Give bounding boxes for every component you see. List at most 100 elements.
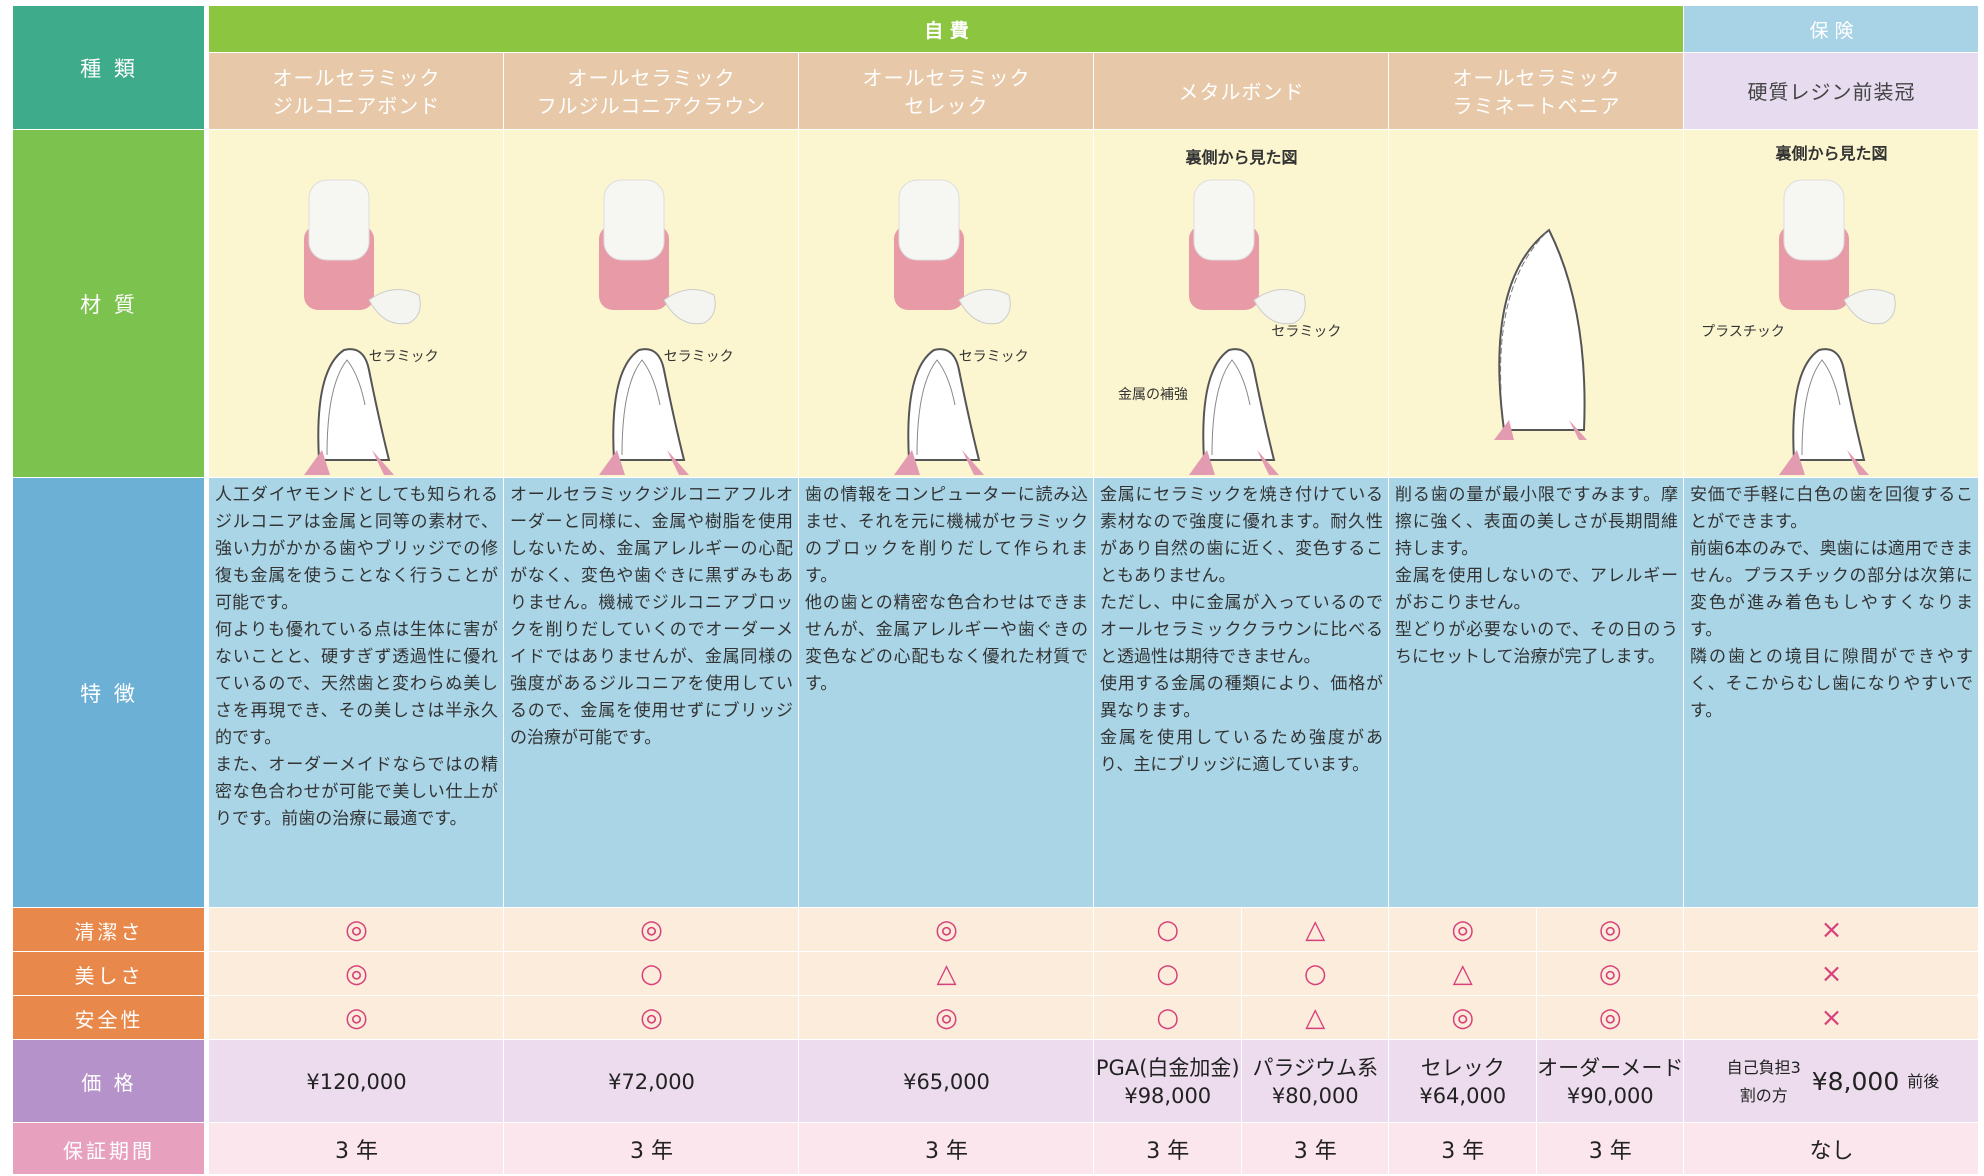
price: オーダーメード ¥90,000 (1537, 1040, 1685, 1123)
rating-symbol: × (1820, 1003, 1843, 1033)
rating-symbol: △ (1452, 959, 1473, 989)
features-cell (1094, 478, 1389, 908)
rating-cell (1241, 908, 1389, 952)
warranty: なし (1809, 1139, 1854, 1164)
price-line: 前後 (1907, 1071, 1940, 1091)
price-line: PGA(白金加金) (1095, 1055, 1240, 1080)
rating-cell (1094, 952, 1242, 996)
row-header (13, 130, 205, 478)
name-cell (799, 53, 1094, 130)
price: セレック ¥64,000 (1389, 1040, 1537, 1123)
warranty-cell (1094, 1123, 1242, 1175)
rating-cell (1684, 996, 1979, 1040)
figure-label: セラミック (1271, 324, 1342, 341)
features-cell (1684, 478, 1979, 908)
price-cell (1536, 1040, 1684, 1123)
group-header (1684, 6, 1979, 53)
price: ¥120,000 (209, 1040, 504, 1123)
warranty-cell (504, 1123, 799, 1175)
figure-label: プラスチック (1701, 324, 1785, 341)
feature-paragraph: 前歯6本のみで、奥歯には適用できません。プラスチックの部分は次第に変色が進み着色… (1690, 539, 1973, 640)
rating-cell (799, 996, 1094, 1040)
rating-symbol: ○ (1156, 915, 1180, 945)
warranty-cell (1536, 1123, 1684, 1175)
price-line: ¥64,000 (1419, 1083, 1507, 1108)
rating-symbol: ◎ (935, 915, 958, 945)
rating-symbol: ◎ (345, 959, 368, 989)
tooth-illustration (599, 179, 716, 475)
price-line: ¥98,000 (1124, 1083, 1212, 1108)
rating-symbol: × (1820, 915, 1843, 945)
rating-symbol: △ (1305, 1003, 1326, 1033)
rating-symbol: △ (1305, 915, 1326, 945)
feature-paragraph: 金属を使用しているため強度があり、主にブリッジに適しています。 (1100, 728, 1383, 775)
features: 金属にセラミックを焼き付けている素材なので強度に優れます。耐久性があり自然の歯に… (1094, 478, 1389, 908)
feature-paragraph: オールセラミックジルコニアフルオーダーと同様に、金属や樹脂を使用しないため、金属… (510, 485, 793, 748)
tooth-illustration (1779, 179, 1896, 475)
name-cell (1094, 53, 1389, 130)
price-line: セレック (1420, 1055, 1505, 1080)
feature-paragraph: 人工ダイヤモンドとしても知られるジルコニアは金属と同等の素材で、強い力がかかる歯… (215, 485, 498, 613)
row-label: 特 徴 (80, 682, 138, 706)
price-line: ¥80,000 (1271, 1083, 1359, 1108)
price-line: オーダーメード (1537, 1055, 1684, 1080)
row-header (13, 996, 205, 1040)
price: PGA(白金加金) ¥98,000 (1094, 1040, 1242, 1123)
rating-cell (799, 908, 1094, 952)
feature-paragraph: 使用する金属の種類により、価格が異なります。 (1100, 674, 1383, 721)
rating-cell (799, 952, 1094, 996)
price-line: ¥72,000 (608, 1069, 695, 1094)
feature-paragraph: 削る歯の量が最小限ですみます。摩擦に強く、表面の美しさが長期間維持します。 (1395, 485, 1678, 559)
rating-cell (1094, 908, 1242, 952)
rating-cell (1241, 996, 1389, 1040)
name-cell (1389, 53, 1684, 130)
features-cell (1389, 478, 1684, 908)
tooth-illustration (1494, 228, 1587, 440)
rating-symbol: ◎ (640, 915, 663, 945)
features-cell (209, 478, 504, 908)
price: パラジウム系 ¥80,000 (1242, 1040, 1390, 1123)
warranty-cell (1389, 1123, 1537, 1175)
price-cell (1389, 1040, 1537, 1123)
name-line: フルジルコニアクラウン (536, 93, 767, 118)
features-cell (504, 478, 799, 908)
price-cell (1684, 1040, 1979, 1123)
warranty: 3 年 (630, 1139, 673, 1164)
price-line: ¥8,000 (1811, 1066, 1900, 1096)
row-label: 種 類 (80, 57, 138, 81)
row-label: 美しさ (74, 963, 144, 988)
name-cell (504, 53, 799, 130)
rating-cell (209, 908, 504, 952)
rating-cell (209, 952, 504, 996)
rating-cell (1389, 996, 1537, 1040)
price-cell (209, 1040, 504, 1123)
feature-paragraph: ただし、中に金属が入っているのでオールセラミッククラウンに比べると透過性は期待で… (1100, 593, 1383, 667)
name-line: ラミネートベニア (1452, 93, 1621, 118)
feature-paragraph: 隣の歯との境目に隙間ができやすく、そこからむし歯になりやすいです。 (1690, 647, 1973, 721)
feature-paragraph: 歯の情報をコンピューターに読み込ませ、それを元に機械がセラミックのブロックを削り… (805, 485, 1088, 586)
product-name: 硬質レジン前装冠 (1684, 53, 1979, 130)
features: 削る歯の量が最小限ですみます。摩擦に強く、表面の美しさが長期間維持します。 金属を… (1389, 478, 1684, 908)
rating-cell (504, 908, 799, 952)
name-line: メタルボンド (1178, 79, 1305, 104)
rating-cell (209, 996, 504, 1040)
group-label: 自 費 (924, 20, 969, 42)
name-line: 硬質レジン前装冠 (1747, 79, 1916, 104)
features: オールセラミックジルコニアフルオーダーと同様に、金属や樹脂を使用しないため、金属… (504, 478, 799, 908)
price-cell (1241, 1040, 1389, 1123)
rating-cell (1536, 908, 1684, 952)
rating-cell (504, 996, 799, 1040)
name-cell (209, 53, 504, 130)
rating-cell (1536, 952, 1684, 996)
tooth-illustration (304, 179, 421, 475)
price-line: パラジウム系 (1252, 1055, 1379, 1080)
name-cell (1684, 53, 1979, 130)
row-label: 保証期間 (63, 1138, 155, 1163)
features: 安価で手軽に白色の歯を回復することができます。 前歯6本のみで、奥歯には適用できま… (1684, 478, 1979, 908)
warranty-cell (209, 1123, 504, 1175)
warranty: 3 年 (1588, 1139, 1632, 1164)
row-header (13, 1123, 205, 1175)
features: 人工ダイヤモンドとしても知られるジルコニアは金属と同等の素材で、強い力がかかる歯… (209, 478, 504, 908)
product-name: オールセラミック ラミネートベニア (1389, 53, 1684, 130)
